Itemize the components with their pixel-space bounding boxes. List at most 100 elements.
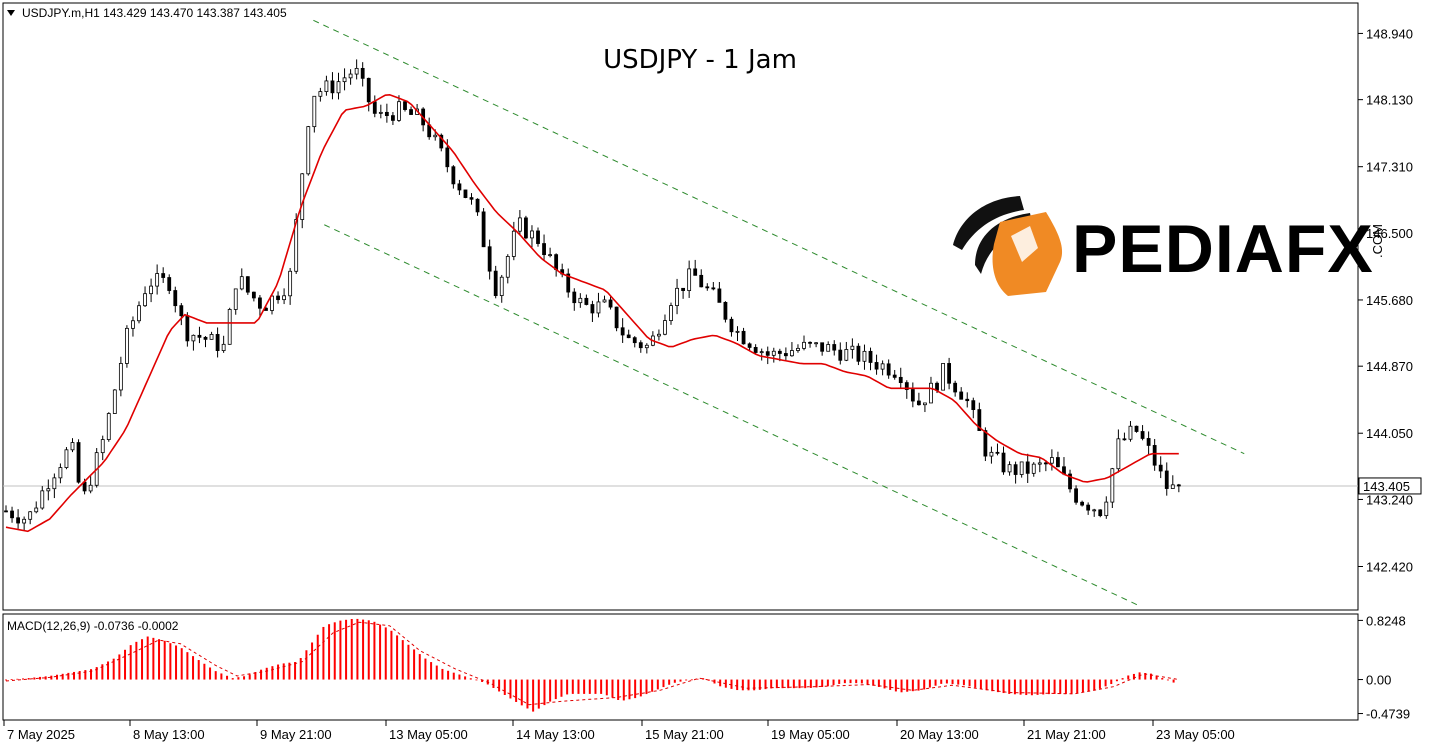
price-tick-label: 143.240 <box>1366 492 1413 507</box>
candle <box>1092 508 1097 517</box>
macd-bar <box>792 679 795 689</box>
candle <box>270 295 274 315</box>
brand-name: PEDIAFX <box>1072 211 1374 287</box>
candle <box>167 274 172 295</box>
candle <box>360 62 365 87</box>
macd-bar <box>226 675 229 680</box>
candle-body <box>1056 457 1060 468</box>
candle-body <box>1025 461 1030 474</box>
candle-body <box>143 293 147 307</box>
candle <box>892 369 897 380</box>
candle-body <box>548 254 553 257</box>
macd-bar <box>1019 679 1022 695</box>
candle-body <box>765 351 770 356</box>
candle <box>608 296 613 310</box>
macd-bar <box>764 679 767 690</box>
candle-body <box>1092 509 1097 512</box>
candle-body <box>336 81 341 94</box>
macd-bar <box>832 679 835 686</box>
candle <box>874 354 879 375</box>
macd-bar <box>1053 679 1056 694</box>
price-tick-label: 145.680 <box>1366 293 1413 308</box>
macd-bar <box>333 622 336 680</box>
candle-body <box>669 305 673 322</box>
macd-bar <box>367 620 370 680</box>
candle-body <box>457 183 462 191</box>
macd-bar <box>656 679 659 690</box>
macd-bar <box>894 679 897 692</box>
macd-bar <box>345 619 348 680</box>
macd-bar <box>509 679 512 699</box>
macd-bar <box>753 679 756 691</box>
macd-bar <box>169 643 172 680</box>
macd-bar <box>203 663 206 680</box>
macd-bar <box>872 679 875 686</box>
candle-body <box>499 276 504 296</box>
candle-body <box>729 318 734 333</box>
candle <box>904 380 909 399</box>
candle-body <box>112 389 117 414</box>
macd-bar <box>877 679 880 687</box>
candle-body <box>1140 431 1145 439</box>
candle-body <box>70 442 75 451</box>
candle-body <box>209 334 214 340</box>
candle <box>1176 483 1181 493</box>
macd-bar <box>996 679 999 693</box>
candle <box>245 276 250 295</box>
macd-bar <box>747 679 750 691</box>
candle <box>826 341 831 352</box>
macd-bar <box>520 679 523 706</box>
candle <box>499 274 504 303</box>
macd-bar <box>503 679 506 695</box>
candle-body <box>632 337 637 344</box>
price-axis: 148.940 148.130 147.310 146.500 145.680 144.8… <box>1358 26 1413 574</box>
candle <box>330 72 335 100</box>
macd-bar <box>1059 679 1062 694</box>
candle <box>602 295 607 303</box>
candle <box>747 342 752 351</box>
macd-bar <box>821 679 824 688</box>
macd-bar <box>906 679 909 692</box>
candle-body <box>239 276 244 290</box>
candle-body <box>777 350 782 354</box>
candle-body <box>687 268 692 291</box>
candle-body <box>524 217 528 239</box>
candle-body <box>783 353 788 357</box>
macd-bar <box>384 627 387 680</box>
macd-bar <box>923 679 926 690</box>
candle <box>191 334 196 351</box>
candle <box>669 302 673 325</box>
price-tick-label: 148.940 <box>1366 26 1413 41</box>
candle-body <box>1146 438 1151 446</box>
candle-body <box>747 343 752 348</box>
candle-body <box>838 349 843 361</box>
macd-bar <box>713 679 716 684</box>
candle <box>493 265 498 299</box>
macd-bar <box>1127 675 1130 680</box>
candle <box>239 268 244 291</box>
macd-bar <box>78 671 81 680</box>
macd-bar <box>101 664 104 680</box>
candle-body <box>52 477 57 490</box>
macd-frame <box>2 613 1359 721</box>
macd-panel: MACD(12,26,9) -0.0736 -0.0002 0.8248 0.00… <box>2 613 1410 722</box>
time-tick-label: 8 May 13:00 <box>133 727 205 742</box>
candle <box>306 125 311 176</box>
candle-body <box>324 80 329 92</box>
candle <box>221 335 226 353</box>
macd-bar <box>566 679 569 695</box>
candle <box>1170 475 1175 489</box>
candle <box>1152 438 1157 471</box>
macd-bar <box>1115 679 1118 682</box>
collapse-arrow-icon[interactable] <box>7 10 15 16</box>
candle <box>46 479 51 501</box>
macd-bar <box>492 679 495 688</box>
candle <box>566 268 571 298</box>
macd-bar <box>231 678 234 680</box>
macd-bar <box>1025 679 1028 696</box>
candle-body <box>203 336 208 340</box>
candle-body <box>137 305 141 322</box>
candle-body <box>644 344 649 349</box>
candle <box>318 87 323 102</box>
macd-bar <box>73 671 76 680</box>
